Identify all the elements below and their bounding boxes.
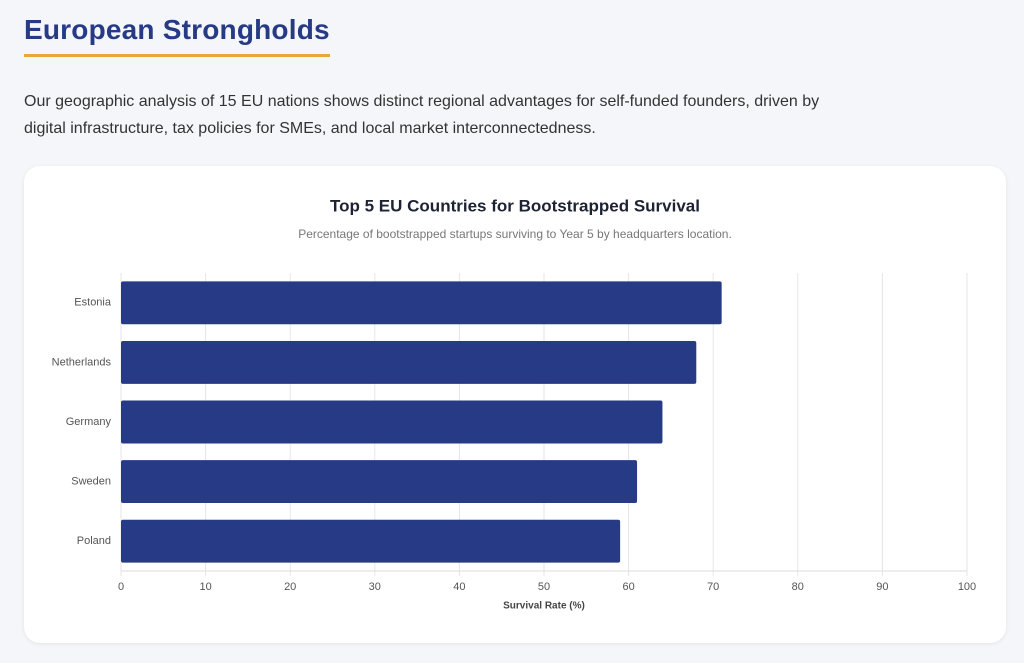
x-tick-label: 0 [118, 581, 124, 593]
x-tick-label: 30 [369, 581, 381, 593]
x-tick-label: 60 [622, 581, 634, 593]
bar [121, 400, 663, 444]
y-tick-label: Sweden [71, 476, 111, 488]
x-tick-label: 80 [792, 581, 804, 593]
x-tick-label: 10 [199, 581, 211, 593]
y-tick-label: Estonia [74, 297, 112, 309]
x-axis-title: Survival Rate (%) [503, 601, 585, 612]
x-tick-label: 70 [707, 581, 719, 593]
bar [121, 460, 638, 504]
section-title: European Strongholds [24, 14, 330, 57]
y-tick-label: Netherlands [52, 356, 112, 368]
x-tick-label: 100 [958, 581, 976, 593]
y-tick-label: Germany [66, 416, 112, 428]
y-tick-label: Poland [77, 535, 111, 547]
x-tick-label: 20 [284, 581, 296, 593]
x-tick-label: 90 [876, 581, 888, 593]
bar [121, 340, 697, 384]
chart-subtitle: Percentage of bootstrapped startups surv… [298, 227, 732, 241]
section-description: Our geographic analysis of 15 EU nations… [24, 93, 820, 137]
x-tick-label: 40 [453, 581, 465, 593]
chart-title: Top 5 EU Countries for Bootstrapped Surv… [330, 196, 700, 215]
bar [121, 281, 722, 325]
x-tick-label: 50 [538, 581, 550, 593]
bar [121, 519, 621, 563]
